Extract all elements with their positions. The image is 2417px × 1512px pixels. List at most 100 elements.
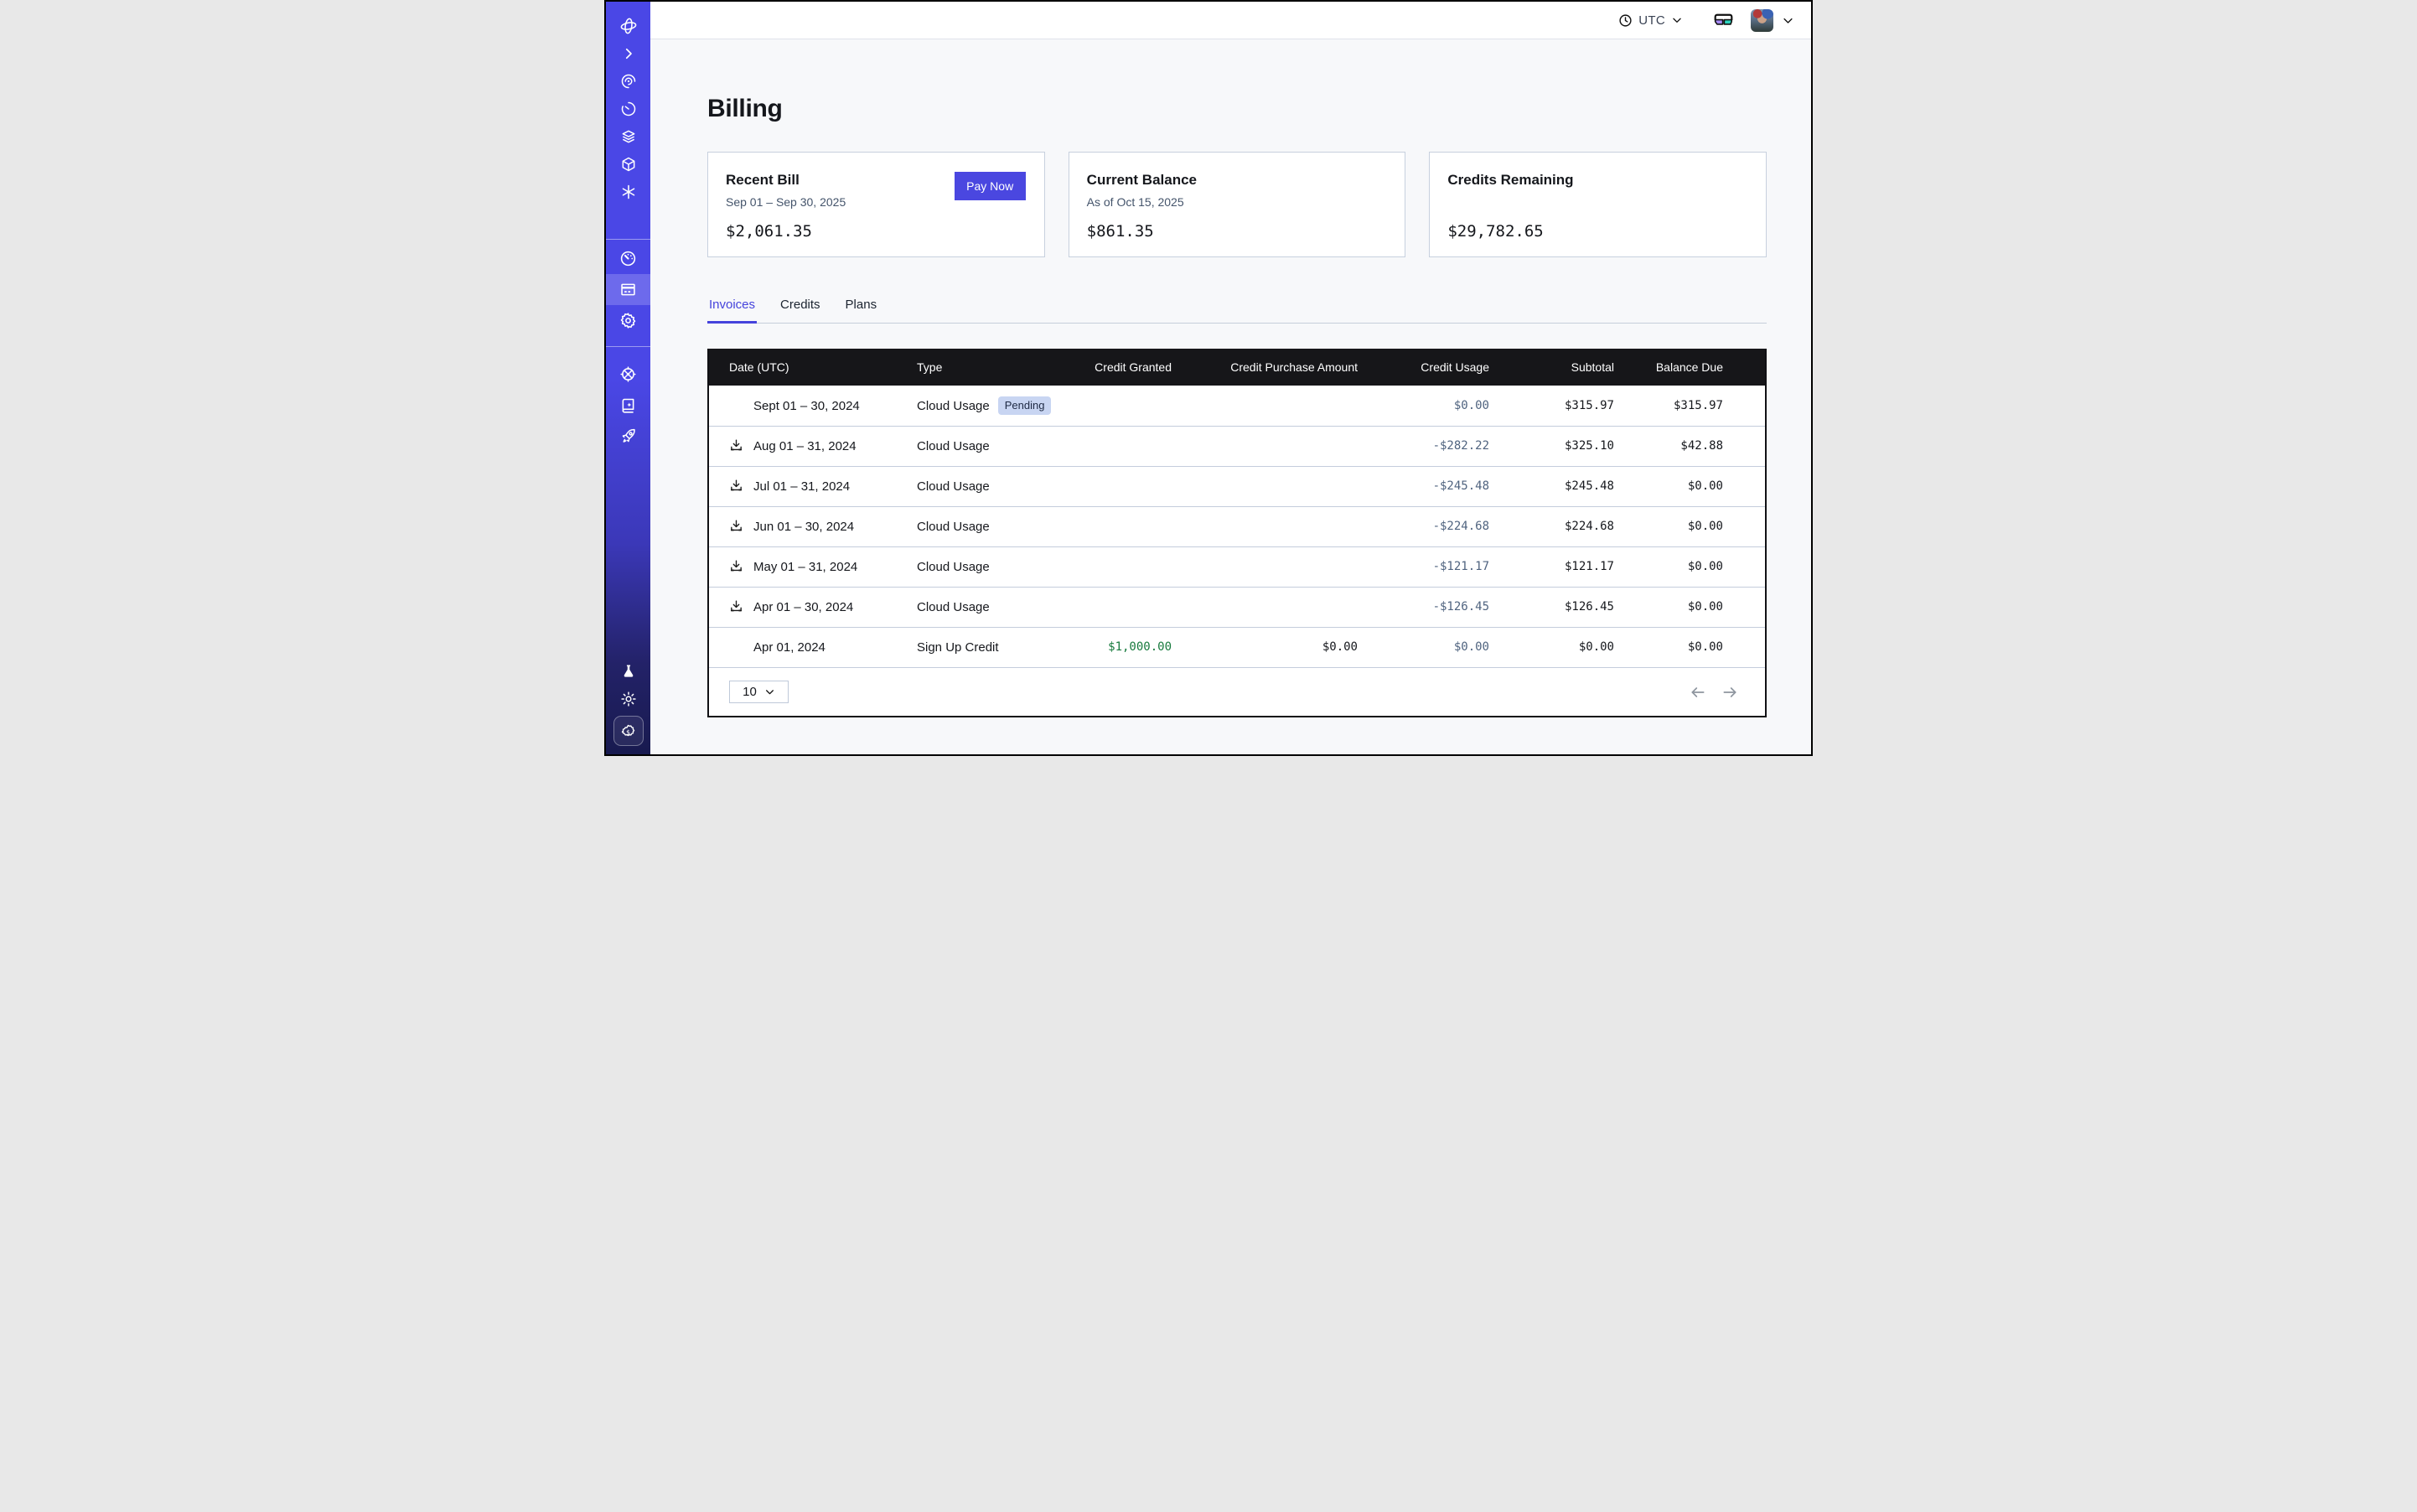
chevron-down-icon[interactable] bbox=[1782, 14, 1794, 27]
cell-credit-granted bbox=[1073, 587, 1172, 627]
column-header-type: Type bbox=[917, 349, 1073, 386]
sidebar-item-docs[interactable] bbox=[606, 390, 650, 421]
cell-credit-purchase bbox=[1172, 506, 1358, 546]
logo-orbit-icon bbox=[619, 17, 638, 35]
column-header-credit-usage: Credit Usage bbox=[1358, 349, 1489, 386]
dollar-badge-icon: $ bbox=[619, 722, 637, 740]
timezone-label: UTC bbox=[1638, 13, 1665, 28]
table-row: Jun 01 – 30, 2024 Cloud Usage -$224.68 $… bbox=[709, 506, 1765, 546]
cell-balance-due: $0.00 bbox=[1614, 506, 1765, 546]
table-header-row: Date (UTC) Type Credit Granted Credit Pu… bbox=[709, 349, 1765, 386]
sidebar-item-layers[interactable] bbox=[606, 122, 650, 150]
cell-date: Apr 01, 2024 bbox=[709, 627, 917, 667]
avatar[interactable] bbox=[1751, 9, 1773, 32]
cell-credit-granted bbox=[1073, 546, 1172, 587]
cell-balance-due: $315.97 bbox=[1614, 386, 1765, 426]
observe-eye-icon bbox=[620, 73, 637, 90]
table-row: Apr 01 – 30, 2024 Cloud Usage -$126.45 $… bbox=[709, 587, 1765, 627]
sidebar-item-asterisk[interactable] bbox=[606, 178, 650, 205]
page-title: Billing bbox=[707, 95, 1811, 123]
cell-date: May 01 – 31, 2024 bbox=[709, 546, 917, 587]
cell-type: Cloud Usage bbox=[917, 546, 1073, 587]
table-row: Apr 01, 2024 Sign Up Credit $1,000.00 $0… bbox=[709, 627, 1765, 667]
rocket-icon bbox=[619, 427, 637, 445]
app-window: $ UTC Billing Recent Bill Sep 01 – bbox=[604, 0, 1813, 756]
page-size-value: 10 bbox=[743, 685, 757, 699]
cube-icon bbox=[620, 156, 637, 173]
card-subtitle: As of Oct 15, 2025 bbox=[1087, 195, 1385, 210]
status-badge: Pending bbox=[998, 396, 1052, 415]
sidebar-bottom-group: $ bbox=[606, 657, 650, 754]
download-invoice-icon[interactable] bbox=[729, 599, 743, 614]
next-page-button[interactable] bbox=[1721, 684, 1738, 701]
cell-type: Sign Up Credit bbox=[917, 627, 1073, 667]
cell-type: Cloud Usage bbox=[917, 466, 1073, 506]
sidebar-item-logo[interactable] bbox=[606, 12, 650, 39]
sidebar-item-billing[interactable] bbox=[606, 274, 650, 305]
cell-subtotal: $245.48 bbox=[1489, 466, 1614, 506]
cell-subtotal: $315.97 bbox=[1489, 386, 1614, 426]
cell-balance-due: $0.00 bbox=[1614, 546, 1765, 587]
cell-date: Jul 01 – 31, 2024 bbox=[709, 466, 917, 506]
cell-subtotal: $121.17 bbox=[1489, 546, 1614, 587]
sidebar-item-theme[interactable] bbox=[606, 685, 650, 712]
cell-subtotal: $325.10 bbox=[1489, 426, 1614, 466]
cell-credit-purchase bbox=[1172, 386, 1358, 426]
card-title: Credits Remaining bbox=[1447, 172, 1746, 189]
billing-card-icon bbox=[619, 281, 637, 298]
pagination bbox=[1690, 684, 1738, 701]
sidebar-item-collapse[interactable] bbox=[606, 39, 650, 67]
cell-type: Cloud Usage bbox=[917, 587, 1073, 627]
sidebar-spacer bbox=[606, 452, 650, 657]
3d-glasses-icon bbox=[1713, 13, 1734, 28]
cell-credit-granted: $1,000.00 bbox=[1073, 627, 1172, 667]
cell-credit-purchase bbox=[1172, 426, 1358, 466]
sidebar: $ bbox=[606, 2, 650, 754]
sidebar-item-cube[interactable] bbox=[606, 150, 650, 178]
layers-icon bbox=[620, 128, 637, 145]
cell-credit-usage: -$282.22 bbox=[1358, 426, 1489, 466]
cell-credit-usage: -$224.68 bbox=[1358, 506, 1489, 546]
download-invoice-icon[interactable] bbox=[729, 479, 743, 493]
timezone-selector[interactable]: UTC bbox=[1618, 13, 1683, 28]
cell-date: Apr 01 – 30, 2024 bbox=[709, 587, 917, 627]
sidebar-item-labs[interactable] bbox=[606, 657, 650, 685]
sidebar-top-group bbox=[606, 2, 650, 205]
column-header-balance-due: Balance Due bbox=[1614, 349, 1765, 386]
sun-theme-icon bbox=[620, 691, 637, 707]
sidebar-item-support[interactable] bbox=[606, 359, 650, 390]
topbar: UTC bbox=[650, 2, 1811, 39]
pay-now-button[interactable]: Pay Now bbox=[955, 172, 1026, 200]
cell-subtotal: $0.00 bbox=[1489, 627, 1614, 667]
sidebar-item-launch[interactable] bbox=[606, 421, 650, 452]
column-header-credit-purchase: Credit Purchase Amount bbox=[1172, 349, 1358, 386]
download-invoice-icon[interactable] bbox=[729, 438, 743, 453]
billing-tabs: Invoices Credits Plans bbox=[707, 298, 1767, 324]
tab-credits[interactable]: Credits bbox=[779, 298, 822, 323]
current-balance-card: Current Balance As of Oct 15, 2025 $861.… bbox=[1069, 152, 1406, 257]
sidebar-item-observe[interactable] bbox=[606, 67, 650, 95]
sidebar-item-usage[interactable] bbox=[606, 243, 650, 274]
table-row: Aug 01 – 31, 2024 Cloud Usage -$282.22 $… bbox=[709, 426, 1765, 466]
summary-cards: Recent Bill Sep 01 – Sep 30, 2025 $2,061… bbox=[707, 152, 1767, 257]
cell-credit-usage: $0.00 bbox=[1358, 627, 1489, 667]
cell-type: Cloud Usage bbox=[917, 506, 1073, 546]
cell-balance-due: $0.00 bbox=[1614, 466, 1765, 506]
chevron-right-icon bbox=[621, 46, 636, 61]
sidebar-item-credits[interactable]: $ bbox=[613, 716, 644, 746]
download-invoice-icon[interactable] bbox=[729, 519, 743, 533]
tab-invoices[interactable]: Invoices bbox=[707, 298, 757, 323]
sidebar-item-timer[interactable] bbox=[606, 95, 650, 122]
download-invoice-icon[interactable] bbox=[729, 559, 743, 573]
prev-page-button[interactable] bbox=[1690, 684, 1706, 701]
3d-view-toggle[interactable] bbox=[1713, 13, 1734, 28]
chevron-down-icon bbox=[764, 686, 775, 697]
cell-balance-due: $0.00 bbox=[1614, 587, 1765, 627]
tab-plans[interactable]: Plans bbox=[844, 298, 879, 323]
page-size-select[interactable]: 10 bbox=[729, 681, 789, 703]
table-row: Jul 01 – 31, 2024 Cloud Usage -$245.48 $… bbox=[709, 466, 1765, 506]
flask-icon bbox=[620, 663, 637, 680]
cell-credit-granted bbox=[1073, 386, 1172, 426]
cell-credit-usage: -$121.17 bbox=[1358, 546, 1489, 587]
sidebar-item-settings[interactable] bbox=[606, 305, 650, 336]
